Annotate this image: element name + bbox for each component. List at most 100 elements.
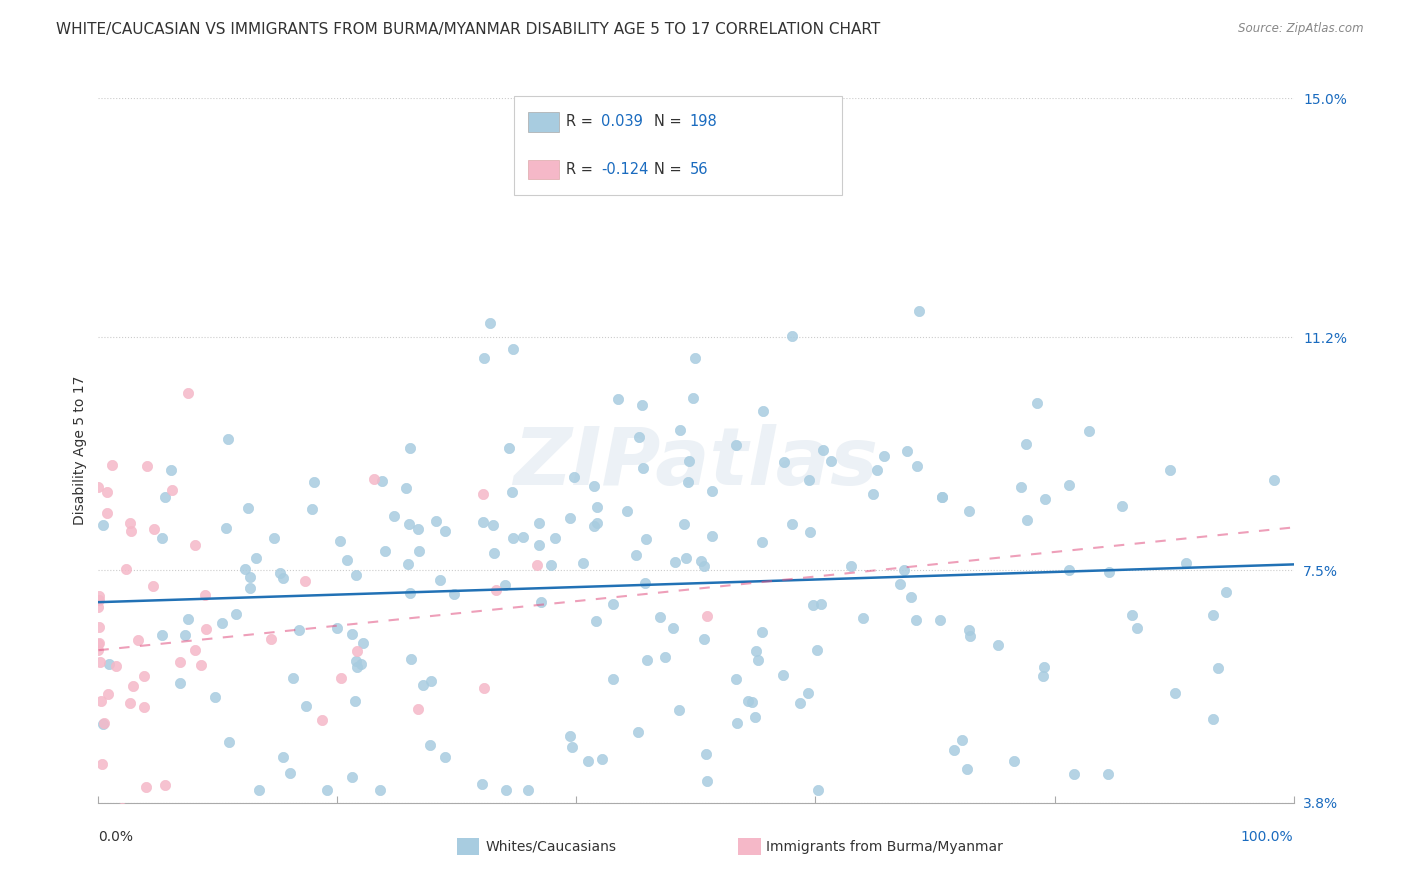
- Point: [316, 783, 339, 797]
- Point: [747, 653, 769, 667]
- Point: [1015, 437, 1038, 451]
- Point: [325, 621, 347, 635]
- Text: Immigrants from Burma/Myanmar: Immigrants from Burma/Myanmar: [766, 839, 1002, 854]
- Point: [481, 518, 503, 533]
- Point: [905, 459, 928, 474]
- Point: [893, 563, 915, 577]
- Point: [1057, 477, 1080, 491]
- Point: [194, 622, 217, 636]
- Point: [607, 392, 630, 407]
- Point: [482, 546, 505, 560]
- Point: [269, 566, 291, 580]
- Point: [633, 576, 655, 591]
- Point: [136, 458, 159, 473]
- Point: [87, 637, 110, 651]
- Point: [634, 532, 657, 546]
- Point: [530, 595, 553, 609]
- Point: [494, 578, 516, 592]
- Point: [225, 607, 247, 622]
- Point: [636, 653, 658, 667]
- Point: [472, 681, 495, 695]
- Text: 198: 198: [690, 114, 717, 129]
- Point: [724, 673, 747, 687]
- Point: [806, 643, 828, 657]
- Point: [648, 609, 671, 624]
- Text: WHITE/CAUCASIAN VS IMMIGRANTS FROM BURMA/MYANMAR DISABILITY AGE 5 TO 17 CORRELAT: WHITE/CAUCASIAN VS IMMIGRANTS FROM BURMA…: [56, 22, 880, 37]
- Point: [560, 729, 582, 743]
- Point: [1026, 396, 1049, 410]
- Point: [797, 473, 820, 487]
- Point: [959, 629, 981, 643]
- Point: [371, 475, 394, 489]
- Point: [745, 644, 768, 658]
- Point: [866, 462, 889, 476]
- Point: [668, 703, 690, 717]
- Point: [425, 514, 447, 528]
- Point: [799, 525, 821, 540]
- Point: [433, 524, 456, 538]
- Text: Whites/Caucasians: Whites/Caucasians: [485, 839, 616, 854]
- Point: [955, 762, 977, 776]
- Text: N =: N =: [655, 162, 686, 177]
- Point: [330, 671, 353, 685]
- Point: [281, 671, 304, 685]
- Point: [350, 657, 373, 672]
- Point: [1159, 463, 1181, 477]
- Point: [93, 715, 115, 730]
- Point: [271, 749, 294, 764]
- Point: [382, 509, 405, 524]
- Point: [91, 756, 114, 771]
- Point: [789, 696, 811, 710]
- Point: [1201, 607, 1223, 622]
- Point: [215, 521, 238, 535]
- Point: [150, 628, 173, 642]
- Point: [669, 423, 692, 437]
- Point: [744, 710, 766, 724]
- Point: [943, 743, 966, 757]
- Point: [695, 609, 717, 624]
- Point: [346, 643, 368, 657]
- Y-axis label: Disability Age 5 to 17: Disability Age 5 to 17: [73, 376, 87, 525]
- Point: [329, 534, 352, 549]
- Point: [540, 558, 562, 573]
- Point: [591, 752, 613, 766]
- Point: [1015, 513, 1038, 527]
- Point: [120, 516, 142, 531]
- Text: R =: R =: [567, 162, 598, 177]
- Point: [288, 623, 311, 637]
- Point: [1121, 607, 1143, 622]
- Point: [91, 716, 114, 731]
- Point: [905, 614, 928, 628]
- Point: [87, 589, 110, 603]
- Point: [471, 515, 494, 529]
- Point: [737, 694, 759, 708]
- Point: [725, 716, 748, 731]
- Point: [87, 876, 110, 890]
- Point: [472, 487, 495, 501]
- Point: [419, 738, 441, 752]
- Point: [169, 655, 191, 669]
- Point: [628, 430, 651, 444]
- Point: [352, 636, 374, 650]
- Point: [773, 455, 796, 469]
- Point: [122, 679, 145, 693]
- Point: [278, 766, 301, 780]
- Point: [135, 780, 157, 795]
- Point: [529, 538, 551, 552]
- Text: -0.124: -0.124: [602, 162, 648, 177]
- Point: [852, 611, 875, 625]
- Point: [1263, 473, 1285, 487]
- Point: [87, 480, 110, 494]
- Point: [104, 659, 127, 673]
- Point: [184, 538, 207, 552]
- Point: [683, 351, 706, 365]
- Point: [169, 676, 191, 690]
- Point: [862, 486, 884, 500]
- Point: [111, 801, 134, 815]
- Point: [820, 454, 842, 468]
- Point: [526, 558, 548, 572]
- Point: [239, 570, 262, 584]
- Point: [889, 576, 911, 591]
- Point: [693, 559, 716, 574]
- Point: [406, 702, 429, 716]
